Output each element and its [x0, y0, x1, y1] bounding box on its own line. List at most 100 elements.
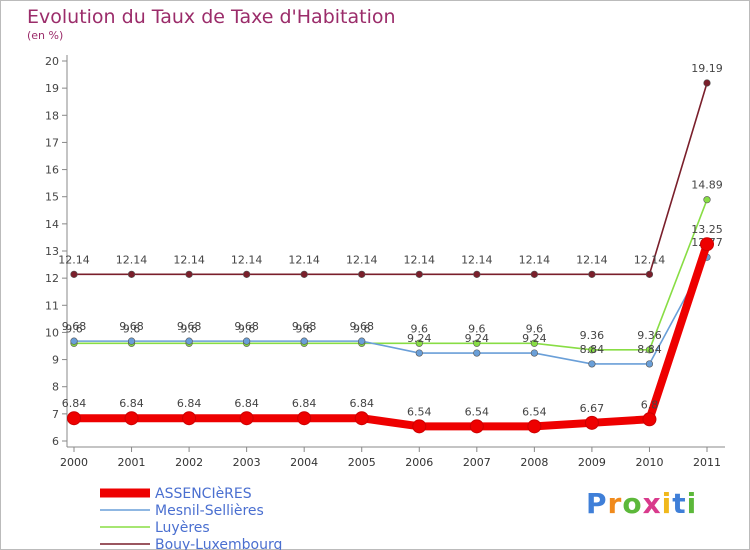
- data-point: [645, 346, 654, 354]
- data-point: [703, 196, 711, 204]
- data-label: 9.24: [522, 332, 547, 345]
- y-tick-label: 16: [45, 164, 59, 177]
- data-label: 6.84: [62, 397, 87, 410]
- x-tick-label: 2005: [348, 456, 376, 469]
- data-point: [243, 270, 251, 278]
- data-point: [354, 411, 369, 426]
- data-point: [67, 411, 81, 426]
- data-point: [530, 349, 538, 357]
- x-tick-label: 2000: [60, 456, 88, 469]
- data-label: 12.14: [519, 253, 551, 266]
- x-tick-label: 2008: [520, 456, 548, 469]
- data-label: 6.84: [177, 397, 202, 410]
- data-label: 12.14: [576, 253, 608, 266]
- y-tick-label: 8: [52, 381, 59, 394]
- x-tick-label: 2001: [118, 456, 146, 469]
- data-point: [412, 419, 427, 434]
- data-label: 9.6: [468, 322, 486, 335]
- data-label: 12.14: [288, 253, 320, 266]
- data-point: [182, 411, 197, 426]
- x-tick-label: 2003: [233, 456, 261, 469]
- data-point: [703, 79, 711, 87]
- data-label: 9.36: [580, 329, 605, 342]
- data-label: 9.6: [411, 322, 429, 335]
- data-label: 9.6: [238, 322, 256, 335]
- data-label: 9.68: [234, 320, 259, 333]
- series-line: [74, 256, 708, 365]
- data-point: [415, 349, 423, 357]
- data-label: 19.19: [691, 62, 723, 75]
- data-point: [300, 337, 308, 345]
- data-point: [300, 270, 308, 278]
- data-point: [185, 337, 193, 345]
- data-point: [588, 346, 596, 354]
- data-label: 9.6: [353, 322, 371, 335]
- logo-letter: r: [607, 487, 623, 520]
- data-point: [358, 270, 366, 278]
- data-point: [530, 339, 538, 347]
- data-point: [645, 270, 654, 278]
- y-tick-label: 19: [45, 82, 59, 95]
- proxiti-logo: Proxiti: [586, 487, 697, 520]
- legend: ASSENCIèRESMesnil-SellièresLuyèresBouy-L…: [100, 486, 282, 550]
- logo-letter: t: [672, 487, 687, 520]
- data-label: 9.68: [119, 320, 144, 333]
- x-tick-label: 2011: [693, 456, 721, 469]
- data-point: [415, 270, 423, 278]
- data-point: [70, 337, 78, 345]
- data-label: 6.84: [292, 397, 317, 410]
- data-label: 9.68: [292, 320, 317, 333]
- y-tick-label: 17: [45, 136, 59, 149]
- series-mesnil-selli-res: 9.68 9.68 9.68 9.68 9.68 9.68 9.24 9.24 9.24 8.84…: [62, 236, 723, 368]
- x-tick-label: 2002: [175, 456, 203, 469]
- data-label: 13.25: [691, 223, 723, 236]
- data-label: 6.54: [465, 405, 490, 418]
- y-tick-label: 20: [45, 55, 59, 68]
- data-label: 9.24: [465, 332, 490, 345]
- x-tick-label: 2007: [463, 456, 491, 469]
- data-point: [243, 337, 251, 345]
- x-tick-label: 2010: [635, 456, 663, 469]
- chart-title: Evolution du Taux de Taxe d'Habitation: [27, 6, 396, 28]
- data-label: 6.84: [119, 397, 144, 410]
- data-label: 9.6: [526, 322, 544, 335]
- y-tick-label: 9: [52, 354, 59, 367]
- data-point: [700, 237, 714, 252]
- data-label: 6.54: [407, 405, 432, 418]
- data-point: [469, 419, 484, 434]
- data-label: 12.14: [634, 253, 666, 266]
- y-tick-label: 14: [45, 218, 59, 231]
- data-label: 9.36: [637, 329, 662, 342]
- data-label: 6.8: [641, 398, 659, 411]
- data-label: 9.6: [123, 322, 141, 335]
- data-point: [588, 270, 596, 278]
- data-label: 14.89: [691, 179, 723, 192]
- data-label: 12.14: [116, 253, 148, 266]
- data-label: 12.14: [173, 253, 205, 266]
- y-tick-label: 13: [45, 245, 59, 258]
- y-axis-ticks: 6 7 8 9 10 11 12 13 14 15 16 17 18 19 20: [45, 55, 67, 448]
- data-label: 12.14: [346, 253, 378, 266]
- series-line: [74, 242, 711, 431]
- data-label: 9.68: [62, 320, 87, 333]
- data-label: 9.6: [180, 322, 198, 335]
- data-point: [297, 411, 312, 426]
- data-label: 8.84: [637, 343, 662, 356]
- x-tick-label: 2006: [405, 456, 433, 469]
- data-point: [127, 337, 136, 345]
- data-point: [530, 270, 538, 278]
- x-axis-ticks: 2000 2001 2002 2003 2004 2005 2006 2007 2008 2009…: [60, 447, 721, 469]
- data-label: 12.14: [231, 253, 263, 266]
- y-tick-label: 15: [45, 191, 59, 204]
- series-assenci-res: 6.84 6.84 6.84 6.84 6.84 6.84 6.54 6.54 6.54 6.67…: [62, 223, 723, 434]
- legend-label: Mesnil-Sellières: [155, 503, 264, 519]
- legend-label: Bouy-Luxembourg: [155, 537, 282, 550]
- data-label: 9.68: [177, 320, 202, 333]
- logo-letter: i: [661, 487, 673, 520]
- data-point: [127, 270, 136, 278]
- legend-label: Luyères: [155, 520, 210, 536]
- data-point: [415, 339, 423, 347]
- y-tick-label: 11: [45, 299, 59, 312]
